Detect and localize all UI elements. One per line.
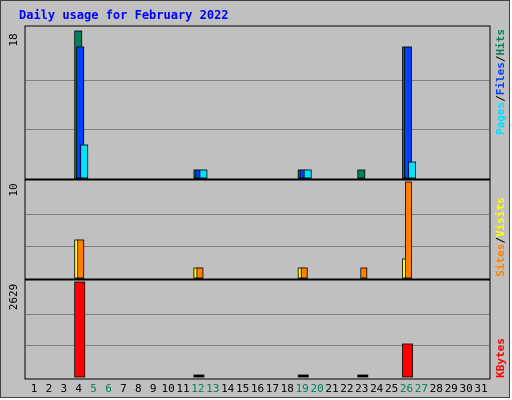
bars — [74, 30, 416, 378]
legend-hits: Hits — [494, 29, 507, 56]
x-label-day-25: 25 — [385, 382, 398, 395]
bar-pages-day-26 — [408, 161, 416, 179]
bar-sites-day-26 — [405, 181, 412, 279]
legend-top: Pages/Files/Hits — [494, 29, 507, 135]
x-label-day-19: 19 — [296, 382, 309, 395]
x-label-day-15: 15 — [236, 382, 249, 395]
x-label-day-23: 23 — [355, 382, 368, 395]
bar-kbytes-day-12 — [193, 374, 205, 378]
x-label-day-17: 17 — [266, 382, 279, 395]
x-label-day-14: 14 — [221, 382, 235, 395]
legend-sites: Sites — [494, 244, 507, 277]
x-label-day-18: 18 — [281, 382, 294, 395]
legend-pages: Pages — [494, 102, 507, 135]
legend-middle: Sites/Visits — [494, 197, 507, 277]
bar-kbytes-day-23 — [357, 374, 369, 378]
x-label-day-24: 24 — [370, 382, 384, 395]
x-label-day-16: 16 — [251, 382, 264, 395]
bar-hits-day-23 — [357, 169, 366, 179]
bar-pages-day-12 — [199, 169, 208, 179]
x-label-day-20: 20 — [310, 382, 323, 395]
chart-title: Daily usage for February 2022 — [19, 8, 229, 22]
middle-max-label: 10 — [7, 183, 20, 196]
panel-visits-sites — [24, 179, 491, 280]
legend-bottom: KBytes — [494, 338, 507, 378]
x-label-day-7: 7 — [120, 382, 127, 395]
x-label-day-8: 8 — [135, 382, 142, 395]
bottom-max-label: 2629 — [7, 284, 20, 311]
bar-kbytes-day-26 — [402, 343, 413, 378]
bar-files-day-4 — [76, 46, 85, 179]
x-label-day-28: 28 — [430, 382, 443, 395]
bar-files-day-26 — [404, 46, 412, 179]
x-label-day-21: 21 — [325, 382, 338, 395]
x-label-day-31: 31 — [474, 382, 487, 395]
bar-kbytes-day-4 — [74, 281, 86, 378]
panel-kbytes — [24, 279, 491, 380]
bar-sites-day-23 — [360, 267, 368, 279]
x-label-day-11: 11 — [176, 382, 189, 395]
x-label-day-1: 1 — [31, 382, 38, 395]
legend-kbytes: KBytes — [494, 338, 507, 378]
x-label-day-22: 22 — [340, 382, 353, 395]
x-label-day-3: 3 — [60, 382, 67, 395]
x-label-day-9: 9 — [150, 382, 157, 395]
legend-sep-3: / — [494, 237, 507, 244]
x-label-day-2: 2 — [46, 382, 53, 395]
x-label-day-13: 13 — [206, 382, 219, 395]
top-max-label: 18 — [7, 33, 20, 46]
legend-sep-1: / — [494, 95, 507, 102]
bar-pages-day-19 — [303, 169, 312, 179]
bar-pages-day-4 — [80, 144, 89, 179]
x-label-day-10: 10 — [161, 382, 174, 395]
bar-sites-day-4 — [77, 239, 85, 279]
bar-kbytes-day-19 — [297, 374, 309, 378]
x-label-day-29: 29 — [445, 382, 458, 395]
legend-visits: Visits — [494, 197, 507, 237]
x-label-day-27: 27 — [415, 382, 428, 395]
x-label-day-30: 30 — [459, 382, 472, 395]
legend-files: Files — [494, 62, 507, 95]
x-label-day-12: 12 — [191, 382, 204, 395]
panel-hits-files-pages — [24, 25, 491, 180]
x-label-day-26: 26 — [400, 382, 413, 395]
x-label-day-5: 5 — [90, 382, 97, 395]
x-label-day-4: 4 — [75, 382, 82, 395]
x-axis-day-labels: 1 2 3 4 5 6 7 8 9 10 11 12 13 14 15 16 17 18 19 20 21 22 23 24 2… — [31, 382, 488, 395]
x-label-day-6: 6 — [105, 382, 112, 395]
bar-sites-day-12 — [196, 267, 204, 279]
bar-sites-day-19 — [300, 267, 308, 279]
legend-sep-2: / — [494, 55, 507, 62]
